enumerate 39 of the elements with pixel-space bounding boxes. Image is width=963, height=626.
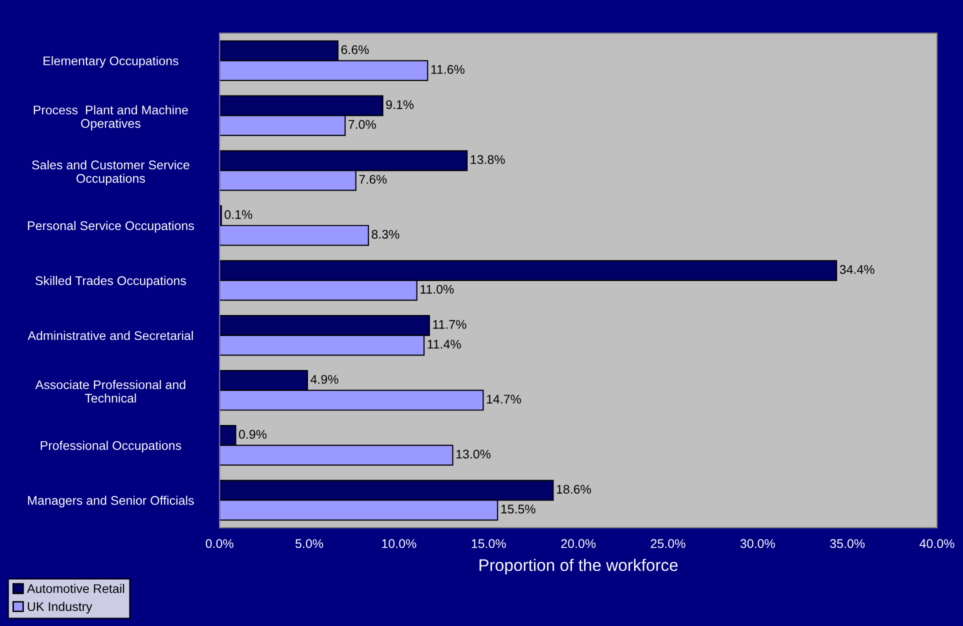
x-tick-label: 10.0% <box>382 539 416 548</box>
data-label: 7.0% <box>348 120 376 129</box>
data-label: 11.4% <box>428 340 461 349</box>
x-tick-label: 20.0% <box>561 539 596 548</box>
x-tick-label: 40.0% <box>920 539 954 548</box>
y-tick-label: Managers and Senior Officials <box>28 496 194 508</box>
x-tick-label: 25.0% <box>650 539 686 548</box>
data-label: 11.7% <box>433 320 466 329</box>
x-tick-label: 5.0% <box>296 539 324 548</box>
x-axis-title: Proportion of the workforce <box>480 558 678 574</box>
data-label: 14.7% <box>486 394 521 404</box>
x-tick-label: 35.0% <box>830 539 865 548</box>
y-tick-label: Associate Professional and Technical <box>35 380 186 403</box>
data-label: 13.0% <box>456 450 491 459</box>
x-tick-label: 15.0% <box>472 539 506 548</box>
legend-label: UK Industry <box>28 602 92 614</box>
data-label: 11.0% <box>420 284 454 294</box>
data-label: 4.9% <box>310 374 338 384</box>
x-tick-label: 30.0% <box>740 539 775 548</box>
data-label: 7.6% <box>359 174 387 184</box>
y-tick-label: Sales and Customer Service Occupations <box>32 160 190 186</box>
y-tick-label: Personal Service Occupations <box>28 220 194 233</box>
y-tick-label: Elementary Occupations <box>44 56 178 68</box>
data-label: 9.1% <box>386 100 414 110</box>
data-label: 15.5% <box>501 504 536 514</box>
data-label: 11.6% <box>431 65 464 74</box>
y-tick-label: Process Plant and Machine Operatives <box>34 105 188 130</box>
x-tick-label: 0.0% <box>206 539 234 548</box>
data-label: 6.6% <box>341 45 369 54</box>
data-label: 13.8% <box>470 155 505 164</box>
data-label: 0.1% <box>224 210 252 219</box>
data-label: 0.9% <box>238 430 267 439</box>
data-label: 8.3% <box>372 230 400 239</box>
y-tick-label: Skilled Trades Occupations <box>36 276 186 288</box>
data-label: 18.6% <box>556 484 591 494</box>
legend-label: Automotive Retail <box>26 584 124 594</box>
y-tick-label: Administrative and Secretarial <box>28 330 193 340</box>
y-tick-label: Professional Occupations <box>40 440 182 452</box>
data-label: 34.4% <box>840 265 874 274</box>
